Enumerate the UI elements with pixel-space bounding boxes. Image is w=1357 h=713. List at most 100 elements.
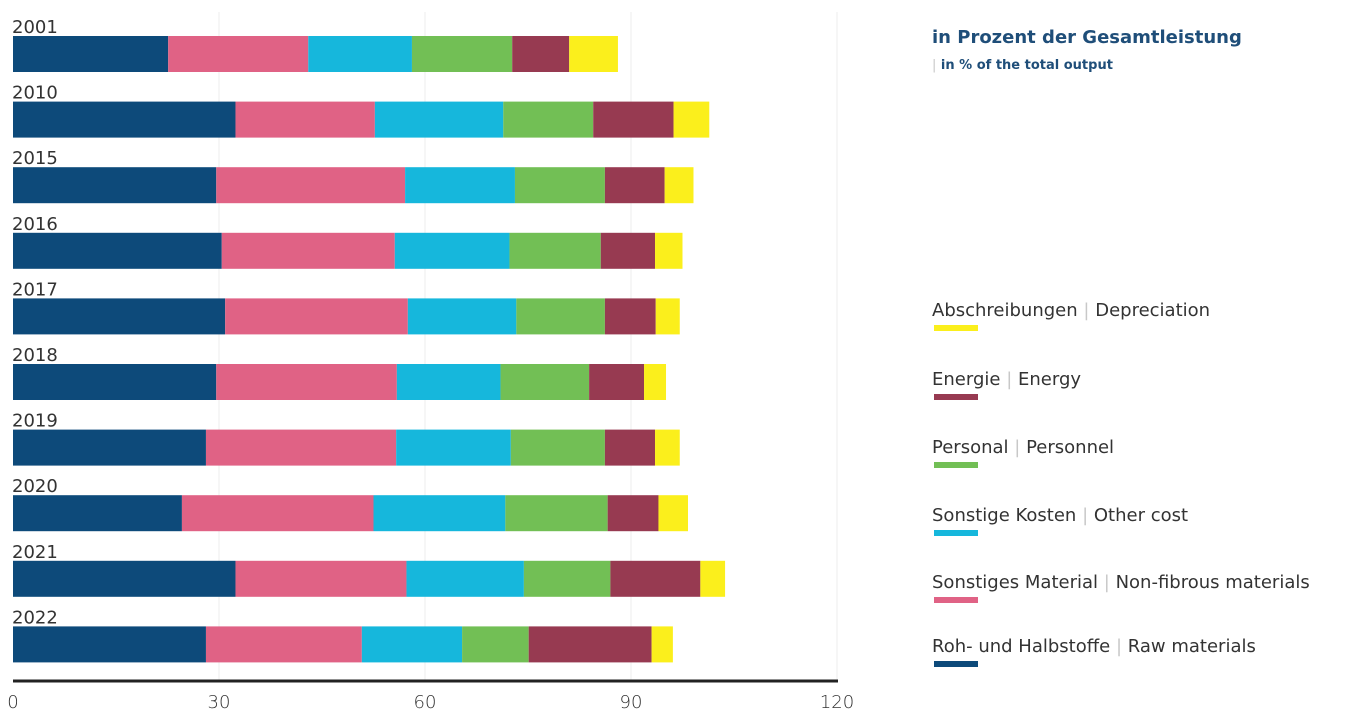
legend-item-personnel: Personal | Personnel [932,437,1115,468]
legend-label-en: Non-fibrous materials [1115,572,1310,593]
bar-segment [604,298,656,335]
x-tick-label: 120 [820,692,854,713]
unit-subtitle-separator: | [932,58,937,73]
category-label: 2015 [12,148,58,169]
category-label: 2001 [12,17,58,38]
bar-segment [514,167,605,204]
legend-label-de: Sonstiges Material [932,572,1099,593]
bar-segment [655,429,680,466]
bar-segment [13,626,206,663]
bar-segment [523,560,611,597]
bar-segment [516,298,605,335]
category-label: 2022 [12,607,58,628]
bar-segment [604,429,656,466]
bar-segment [225,298,408,335]
legend-label-en: Energy [1018,369,1082,390]
bar-segment [510,429,605,466]
bar-segment [503,101,594,138]
legend-swatch [934,462,978,468]
bar-segment [600,232,656,269]
bar-segment [512,36,570,72]
bar-segment [569,36,618,72]
bar-segment [13,495,182,532]
bar-segment [651,626,673,663]
bar-segment [500,364,590,400]
bar-segment [607,495,659,532]
bar-segment [13,101,236,138]
legend-label-de: Sonstige Kosten [932,505,1077,526]
x-tick-label: 30 [208,692,231,713]
legend-separator: | [1082,505,1089,526]
bar-segment [405,167,515,204]
legend-item-raw-materials: Roh- und Halbstoffe | Raw materials [932,636,1256,667]
legend-label-en: Personnel [1026,437,1115,458]
bar-segment [13,298,226,335]
bar-segment [13,560,236,597]
legend-separator: | [1115,636,1123,657]
bar-segment [407,298,517,335]
legend-item-depreciation: Abschreibungen | Depreciation [932,300,1210,331]
bar-segment [373,495,506,532]
bar-segment [168,36,309,72]
category-label: 2019 [12,411,58,432]
bar-segment [308,36,412,72]
legend-swatch [934,325,978,331]
bar-segment [589,364,645,400]
legend-label-de: Energie [932,369,1001,390]
bar-segment [411,36,513,72]
bar-segment [593,101,674,138]
legend-swatch [934,530,978,536]
legend-label-de: Personal [932,437,1009,458]
legend-separator: | [1014,437,1021,458]
unit-subtitle-text: in % of the total output [940,58,1113,73]
bar-segment [205,626,362,663]
bar-segment [361,626,463,663]
bar-segment [700,560,726,597]
legend-separator: | [1103,572,1110,593]
category-label: 2016 [12,214,58,235]
category-label: 2018 [12,345,58,366]
bar-segment [374,101,504,138]
legend-swatch [934,597,978,603]
bar-segment [216,167,406,204]
bar-segment [655,232,683,269]
legend-swatch [934,394,978,400]
bar-segment [505,495,608,532]
bar-segment [181,495,374,532]
bar-segment [528,626,652,663]
bar-segment [13,364,217,400]
bar-segment [13,232,222,269]
unit-subtitle: | in % of the total output [932,58,1113,73]
x-axis: 0 30 60 90 120 [7,679,854,713]
category-label: 2010 [12,83,58,104]
bar-segment [13,167,217,204]
x-tick-label: 60 [414,692,437,713]
bar-segment [406,560,524,597]
legend-item-energy: Energie | Energy [932,369,1082,400]
unit-title: in Prozent der Gesamtleistung [932,27,1242,48]
bar-segment [13,429,206,466]
bars-layer [13,36,726,663]
bar-segment [604,167,665,204]
x-tick-label: 90 [620,692,643,713]
category-label: 2021 [12,542,58,563]
legend-separator: | [1083,300,1090,321]
legend-item-other-cost: Sonstige Kosten | Other cost [932,505,1188,536]
bar-segment [205,429,397,466]
legend-label-en: Raw materials [1127,636,1256,657]
bar-segment [396,364,501,400]
legend-swatch [934,661,978,667]
bar-segment [221,232,395,269]
legend-item-non-fibrous-materials: Sonstiges Material | Non-fibrous materia… [932,572,1310,603]
bar-segment [673,101,710,138]
bar-segment [396,429,511,466]
bar-segment [235,101,375,138]
category-label: 2020 [12,476,58,497]
legend-label-de: Roh- und Halbstoffe [932,636,1111,657]
category-label: 2017 [12,279,58,300]
bar-segment [462,626,529,663]
bar-segment [664,167,694,204]
bar-segment [394,232,510,269]
legend-label-de: Abschreibungen [932,300,1078,321]
